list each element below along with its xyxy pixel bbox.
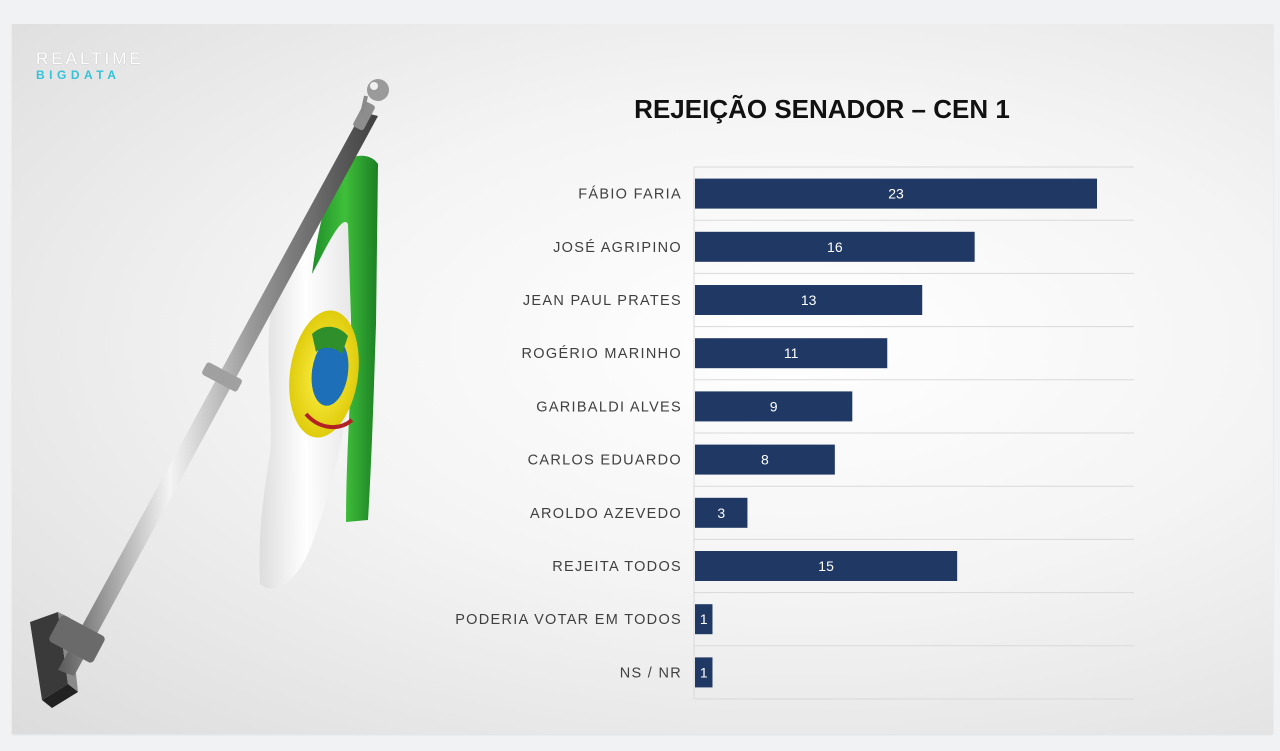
logo-line-2: BIGDATA bbox=[36, 68, 121, 82]
bar bbox=[695, 178, 1097, 209]
chart-gridlines bbox=[693, 166, 1134, 700]
bar bbox=[695, 338, 888, 369]
data-label: 1 bbox=[700, 664, 708, 680]
bar bbox=[695, 497, 748, 528]
flag-pole bbox=[49, 79, 389, 676]
category-label: AROLDO AZEVEDO bbox=[530, 506, 682, 522]
data-label: 8 bbox=[761, 452, 769, 468]
brand-logo: REALTIME BIGDATA bbox=[36, 50, 144, 81]
bar bbox=[695, 285, 923, 315]
bar bbox=[695, 551, 958, 581]
category-label: PODERIA VOTAR EM TODOS bbox=[455, 612, 682, 628]
data-label: 9 bbox=[770, 398, 778, 414]
category-label: CARLOS EDUARDO bbox=[528, 453, 682, 469]
data-label: 3 bbox=[717, 505, 725, 521]
category-label: REJEITA TODOS bbox=[552, 559, 682, 575]
category-label: JEAN PAUL PRATES bbox=[523, 293, 682, 309]
data-label: 13 bbox=[801, 292, 817, 308]
category-label: ROGÉRIO MARINHO bbox=[522, 345, 682, 362]
category-label: FÁBIO FARIA bbox=[578, 186, 682, 203]
bar bbox=[695, 444, 835, 475]
category-label: NS / NR bbox=[620, 665, 682, 681]
flag-green-band bbox=[312, 155, 378, 522]
bar bbox=[695, 231, 975, 262]
logo-line-1: REALTIME bbox=[36, 49, 144, 68]
data-label: 23 bbox=[888, 186, 904, 202]
chart-bars bbox=[695, 178, 1097, 688]
flag-pole-illustration bbox=[30, 79, 389, 708]
category-label: JOSÉ AGRIPINO bbox=[553, 239, 682, 256]
bar bbox=[695, 391, 853, 422]
data-label: 11 bbox=[784, 345, 799, 361]
slide: REALTIME BIGDATA bbox=[12, 24, 1273, 734]
bar bbox=[695, 657, 713, 688]
chart-title: REJEIÇÃO SENADOR – CEN 1 bbox=[634, 94, 1010, 124]
data-label: 16 bbox=[827, 239, 843, 255]
bar bbox=[695, 604, 713, 635]
data-label: 15 bbox=[818, 558, 834, 574]
category-label: GARIBALDI ALVES bbox=[536, 399, 682, 415]
data-label: 1 bbox=[700, 611, 708, 627]
